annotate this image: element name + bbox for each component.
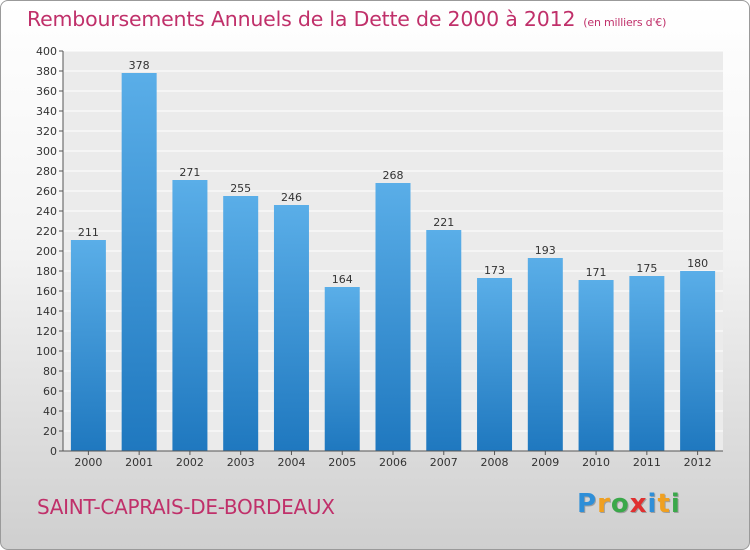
- logo-letter: i: [670, 489, 681, 519]
- y-tick-label: 180: [36, 265, 57, 278]
- y-tick-label: 360: [36, 85, 57, 98]
- x-tick-label: 2009: [531, 456, 559, 469]
- chart-title-text: Remboursements Annuels de la Dette de 20…: [27, 7, 576, 31]
- y-tick-label: 140: [36, 305, 57, 318]
- commune-name: SAINT-CAPRAIS-DE-BORDEAUX: [37, 495, 335, 519]
- bar-value-label: 378: [129, 59, 150, 72]
- bar: [121, 73, 157, 451]
- y-tick-label: 320: [36, 125, 57, 138]
- x-tick-label: 2003: [227, 456, 255, 469]
- bar: [680, 271, 716, 451]
- proxiti-logo: Proxiti: [577, 489, 681, 519]
- x-tick-label: 2000: [74, 456, 102, 469]
- x-tick-label: 2002: [176, 456, 204, 469]
- y-tick-label: 160: [36, 285, 57, 298]
- x-tick-label: 2006: [379, 456, 407, 469]
- y-tick-label: 380: [36, 65, 57, 78]
- bar-value-label: 175: [636, 262, 657, 275]
- chart-title: Remboursements Annuels de la Dette de 20…: [27, 7, 666, 31]
- bar: [70, 240, 106, 451]
- bar: [375, 183, 411, 451]
- chart-subtitle: (en milliers d'€): [583, 16, 667, 29]
- x-tick-label: 2007: [430, 456, 458, 469]
- bar: [527, 258, 563, 451]
- y-tick-label: 340: [36, 105, 57, 118]
- x-tick-label: 2010: [582, 456, 610, 469]
- bar-value-label: 246: [281, 191, 302, 204]
- bar: [477, 278, 513, 451]
- y-tick-label: 40: [43, 405, 57, 418]
- bar: [324, 287, 360, 451]
- logo-letter: i: [647, 489, 658, 519]
- x-tick-label: 2012: [684, 456, 712, 469]
- y-tick-label: 280: [36, 165, 57, 178]
- bar-value-label: 193: [535, 244, 556, 257]
- x-tick-label: 2005: [328, 456, 356, 469]
- bar-value-label: 268: [383, 169, 404, 182]
- x-tick-label: 2011: [633, 456, 661, 469]
- bar-value-label: 221: [433, 216, 454, 229]
- y-tick-label: 300: [36, 145, 57, 158]
- logo-letter: P: [577, 489, 598, 519]
- y-tick-label: 20: [43, 425, 57, 438]
- y-tick-label: 60: [43, 385, 57, 398]
- bar: [578, 280, 614, 451]
- bar: [629, 276, 665, 451]
- x-tick-label: 2001: [125, 456, 153, 469]
- bar-value-label: 271: [179, 166, 200, 179]
- logo-letter: t: [657, 489, 671, 519]
- y-tick-label: 220: [36, 225, 57, 238]
- bar: [223, 196, 259, 451]
- logo-letter: r: [597, 489, 611, 519]
- bar-value-label: 164: [332, 273, 353, 286]
- bar: [426, 230, 462, 451]
- y-tick-label: 80: [43, 365, 57, 378]
- bar: [172, 180, 208, 451]
- x-tick-label: 2004: [277, 456, 305, 469]
- y-tick-label: 240: [36, 205, 57, 218]
- bar: [273, 205, 309, 451]
- y-tick-label: 100: [36, 345, 57, 358]
- logo-letter: x: [629, 489, 648, 519]
- y-tick-label: 400: [36, 45, 57, 58]
- y-tick-label: 0: [50, 445, 57, 458]
- bar-value-label: 211: [78, 226, 99, 239]
- bar-value-label: 171: [586, 266, 607, 279]
- bar-value-label: 180: [687, 257, 708, 270]
- x-tick-label: 2008: [481, 456, 509, 469]
- bar-value-label: 255: [230, 182, 251, 195]
- bar-value-label: 173: [484, 264, 505, 277]
- logo-letter: o: [610, 489, 630, 519]
- y-tick-label: 260: [36, 185, 57, 198]
- y-tick-label: 120: [36, 325, 57, 338]
- y-tick-label: 200: [36, 245, 57, 258]
